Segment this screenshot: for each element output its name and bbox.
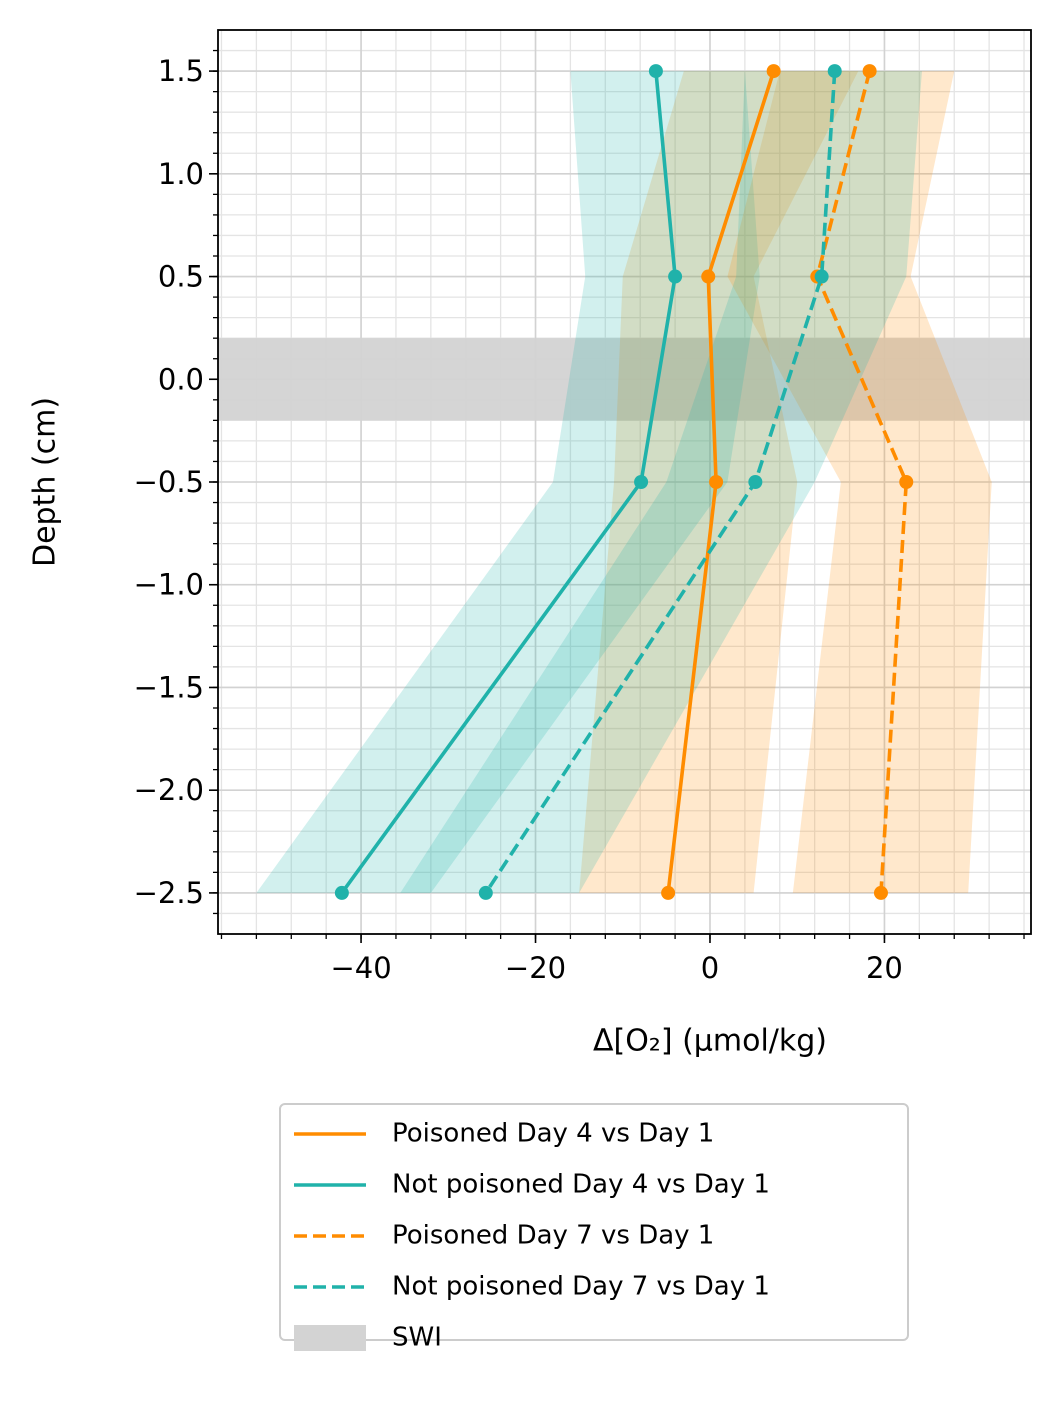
y-tick-label: −0.5 bbox=[134, 465, 204, 499]
data-point bbox=[827, 64, 842, 79]
data-point bbox=[701, 269, 716, 284]
error-band bbox=[727, 71, 992, 893]
swi-band bbox=[218, 338, 1031, 421]
data-point bbox=[766, 64, 781, 79]
data-point bbox=[334, 885, 349, 900]
x-axis-label: Δ[O₂] (µmol/kg) bbox=[593, 1024, 827, 1059]
y-tick-label: −1.0 bbox=[134, 568, 204, 602]
y-tick-label: −2.5 bbox=[134, 876, 204, 910]
data-point bbox=[748, 475, 763, 489]
legend-label: Poisoned Day 7 vs Day 1 bbox=[392, 1221, 714, 1251]
series-line bbox=[815, 70, 909, 894]
data-point bbox=[668, 269, 683, 284]
legend-label: Poisoned Day 4 vs Day 1 bbox=[392, 1119, 714, 1149]
error-band bbox=[256, 71, 760, 893]
data-point bbox=[648, 64, 663, 79]
y-tick-label: −1.5 bbox=[134, 670, 204, 704]
data-point bbox=[709, 475, 724, 489]
x-tick-label: 0 bbox=[701, 951, 719, 985]
error-band bbox=[400, 71, 922, 893]
legend-box bbox=[279, 1103, 909, 1341]
y-tick-label: 1.5 bbox=[158, 54, 204, 88]
legend-label: Not poisoned Day 4 vs Day 1 bbox=[392, 1170, 770, 1200]
data-point bbox=[478, 885, 493, 900]
series-line bbox=[666, 70, 776, 894]
data-point bbox=[873, 885, 888, 900]
y-tick-label: 1.0 bbox=[158, 157, 204, 191]
x-tick-label: 20 bbox=[866, 951, 903, 985]
x-tick-label: −40 bbox=[330, 951, 391, 985]
data-point bbox=[862, 64, 877, 79]
data-point bbox=[814, 269, 829, 284]
series-line bbox=[340, 70, 677, 894]
data-point bbox=[634, 475, 649, 489]
y-tick-label: 0.5 bbox=[158, 260, 204, 294]
legend-swatch bbox=[294, 1325, 366, 1351]
series-line bbox=[484, 70, 837, 894]
plot-frame bbox=[217, 29, 1032, 935]
data-point bbox=[661, 885, 676, 900]
data-point bbox=[899, 475, 914, 489]
legend-label: SWI bbox=[392, 1323, 442, 1353]
y-tick-label: 0.0 bbox=[158, 362, 204, 396]
y-tick-label: −2.0 bbox=[134, 773, 204, 807]
legend-label: Not poisoned Day 7 vs Day 1 bbox=[392, 1272, 770, 1302]
y-axis-label: Depth (cm) bbox=[28, 397, 63, 567]
x-tick-label: −20 bbox=[505, 951, 566, 985]
